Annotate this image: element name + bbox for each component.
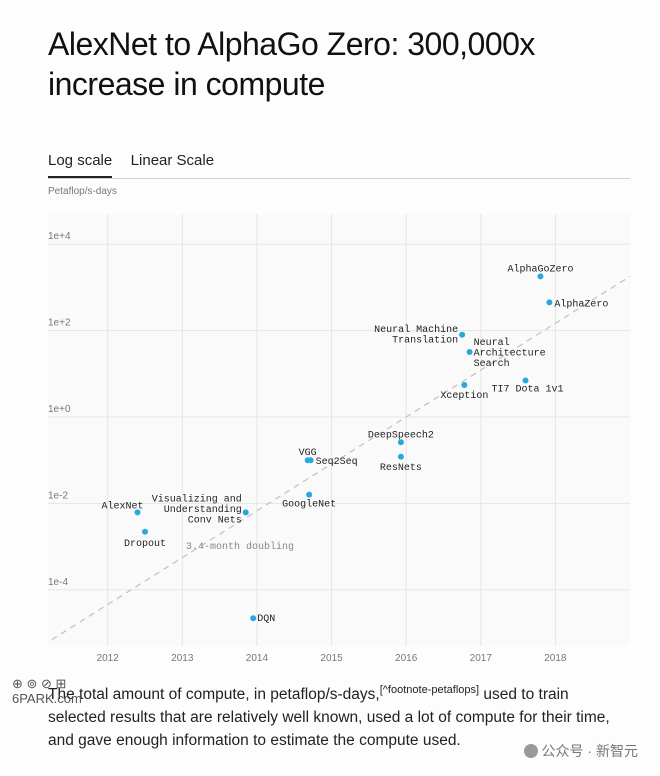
data-point: [307, 457, 314, 464]
data-point-label: AlphaGoZero: [507, 263, 573, 275]
data-point: [397, 453, 404, 460]
data-point-label-line: AlexNet: [102, 500, 144, 512]
page-title: AlexNet to AlphaGo Zero: 300,000x increa…: [48, 26, 535, 102]
tab-log-scale[interactable]: Log scale: [48, 150, 113, 178]
x-tick-label: 2016: [395, 653, 418, 664]
y-tick-label: 1e+0: [48, 404, 71, 415]
chart-caption: The total amount of compute, in petaflop…: [48, 679, 628, 752]
data-point-label-line: Visualizing and: [152, 493, 242, 505]
data-point-label-line: Understanding: [164, 504, 242, 516]
data-point: [134, 509, 141, 516]
y-tick-label: 1e-2: [48, 490, 68, 501]
y-tick-label: 1e+4: [48, 231, 71, 242]
compute-scatter-chart: 2012 2013 2014 2015 2016 2017 2018 1e-4 1e-2 1e+0…: [48, 214, 631, 664]
plot-area: [48, 214, 630, 646]
data-point-label-line: ResNets: [380, 463, 422, 474]
data-point: [546, 299, 553, 306]
data-point-label: Neural Architecture Search: [474, 337, 546, 370]
data-point: [461, 382, 468, 389]
data-point: [397, 439, 404, 446]
x-tick-label: 2013: [171, 653, 194, 664]
data-point-label-line: Dropout: [124, 539, 166, 550]
data-point-label-line: GoogleNet: [282, 499, 336, 511]
data-point-label-line: Neural Machine: [374, 324, 458, 336]
data-point: [142, 528, 148, 535]
data-point-label: ResNets: [380, 463, 422, 474]
watermark-wechat: 公众号 · 新智元: [523, 741, 638, 761]
data-point-label-line: TI7 Dota 1v1: [492, 384, 564, 395]
data-point: [306, 491, 313, 498]
data-point-label: Visualizing and Understanding Conv Nets: [152, 493, 242, 526]
data-point-label-line: Seq2Seq: [316, 457, 358, 468]
y-tick-label: 1e+2: [48, 318, 71, 329]
watermark-glyphs: ⊕ ⊚ ⊘ ⊞: [12, 676, 67, 691]
data-point: [537, 273, 544, 280]
y-tick-label: 1e-4: [48, 577, 68, 588]
scale-tabs: Log scale Linear Scale: [48, 150, 630, 179]
x-tick-label: 2014: [246, 653, 269, 664]
data-point-label-line: AlphaGoZero: [507, 263, 573, 275]
data-point-label: Neural Machine Translation: [374, 324, 458, 347]
data-point-label: GoogleNet: [282, 499, 336, 511]
data-point-label: DQN: [257, 614, 275, 625]
data-point-label-line: Neural: [474, 337, 510, 349]
watermark-6park: ⊕ ⊚ ⊘ ⊞ 6PARK.com: [12, 676, 82, 706]
x-tick-label: 2015: [320, 653, 343, 664]
watermark-site: 6PARK.com: [12, 691, 82, 706]
data-point: [522, 377, 529, 384]
data-point: [466, 348, 473, 355]
data-point-label: Xception: [440, 390, 488, 402]
data-point-label-line: DeepSpeech2: [368, 429, 434, 441]
data-point-label-line: VGG: [299, 448, 317, 459]
data-point-label-line: Conv Nets: [188, 515, 242, 526]
data-point-label-line: AlphaZero: [554, 298, 608, 310]
data-point-label: AlphaZero: [554, 298, 608, 310]
caption-text-after: used to train selected results that are …: [48, 686, 610, 750]
data-point-label-line: Xception: [440, 390, 488, 402]
data-point-label-line: Architecture: [474, 347, 546, 359]
wechat-icon: [523, 744, 538, 758]
x-tick-label: 2012: [97, 653, 120, 664]
y-axis-label: Petaflop/s-days: [48, 186, 117, 197]
trend-line: [51, 275, 631, 641]
x-tick-label: 2018: [544, 653, 567, 664]
data-point: [250, 615, 257, 622]
data-point-label-line: Translation: [392, 334, 458, 346]
data-point-label-line: Search: [474, 358, 510, 370]
trend-line-label: 3.4-month doubling: [186, 541, 294, 553]
data-point: [459, 331, 466, 338]
data-point-label-line: DQN: [257, 614, 275, 625]
x-tick-label: 2017: [470, 653, 493, 664]
data-point-label: Seq2Seq: [316, 457, 358, 468]
watermark-wechat-text: 公众号 · 新智元: [541, 743, 638, 759]
data-point-label: VGG: [299, 448, 317, 459]
data-point-label: TI7 Dota 1v1: [492, 384, 564, 395]
data-point: [242, 509, 249, 516]
caption-text-before: The total amount of compute, in petaflop…: [48, 686, 380, 704]
data-point-label: AlexNet: [102, 500, 144, 512]
data-point-label: Dropout: [124, 539, 166, 550]
tab-linear-scale[interactable]: Linear Scale: [130, 152, 215, 169]
footnote-link[interactable]: [^footnote-petaflops]: [379, 684, 480, 696]
data-point-label: DeepSpeech2: [368, 429, 434, 441]
